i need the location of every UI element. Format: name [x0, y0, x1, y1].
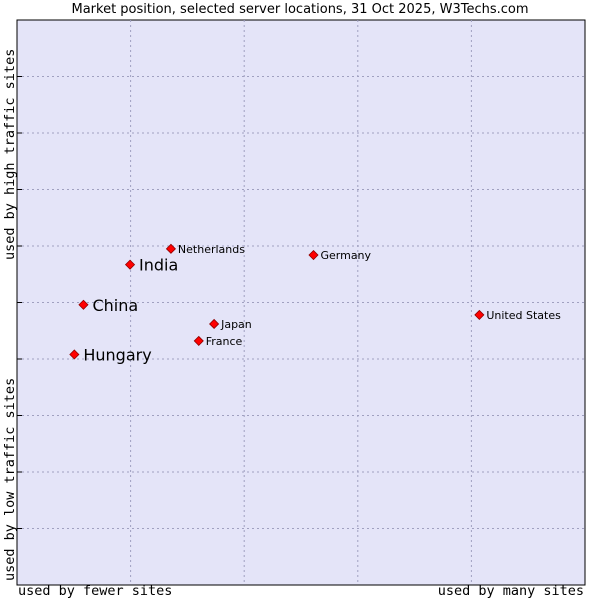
- marker-india: [124, 259, 136, 270]
- data-point-hungary: Hungary: [69, 345, 152, 364]
- point-label-germany: Germany: [320, 249, 371, 262]
- marker-japan: [209, 318, 220, 330]
- x-axis-label-high: used by many sites: [437, 583, 584, 599]
- x-axis-label-low: used by fewer sites: [18, 583, 173, 599]
- data-point-india: India: [124, 256, 178, 275]
- data-point-netherlands: Netherlands: [165, 243, 245, 256]
- point-label-france: France: [206, 335, 243, 348]
- marker-netherlands: [165, 243, 176, 254]
- point-label-japan: Japan: [220, 318, 252, 331]
- marker-germany: [308, 249, 319, 261]
- plot-area: [16, 19, 586, 586]
- marker-united-states: [474, 309, 485, 320]
- point-label-china: China: [92, 296, 138, 315]
- data-point-germany: Germany: [308, 249, 372, 262]
- grid-lines: [17, 20, 585, 585]
- point-label-netherlands: Netherlands: [178, 243, 245, 256]
- data-point-china: China: [78, 296, 138, 315]
- marker-china: [78, 299, 89, 310]
- y-axis-label-high: used by high traffic sites: [2, 48, 18, 260]
- data-point-france: France: [193, 335, 243, 348]
- point-label-united-states: United States: [486, 309, 561, 322]
- marker-france: [193, 335, 204, 346]
- y-axis-label-low: used by low traffic sites: [2, 377, 18, 581]
- data-point-united-states: United States: [474, 309, 561, 322]
- point-label-india: India: [139, 256, 178, 275]
- marker-hungary: [69, 349, 80, 360]
- data-point-japan: Japan: [209, 318, 252, 331]
- chart-title: Market position, selected server locatio…: [71, 2, 529, 17]
- point-label-hungary: Hungary: [83, 345, 151, 364]
